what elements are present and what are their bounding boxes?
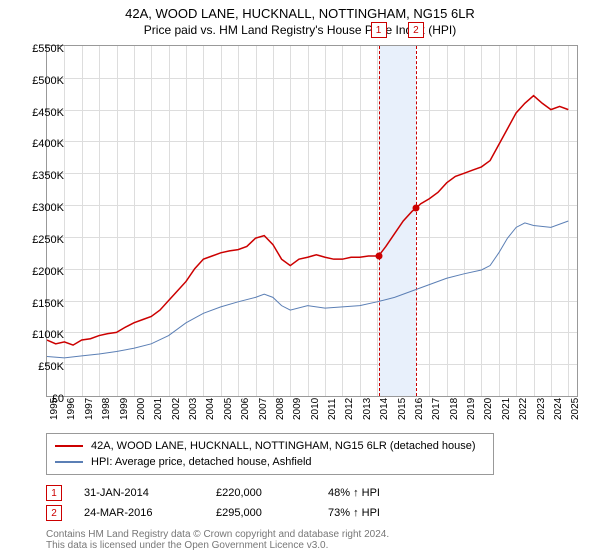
- x-axis-label: 2007: [258, 398, 269, 420]
- legend-swatch: [55, 461, 83, 463]
- x-axis-label: 2020: [483, 398, 494, 420]
- x-axis-label: 2008: [275, 398, 286, 420]
- marker-flag-2: 2: [408, 22, 424, 38]
- table-marker: 1: [46, 485, 62, 501]
- x-axis-label: 2002: [171, 398, 182, 420]
- x-axis-label: 2016: [414, 398, 425, 420]
- table-row: 1 31-JAN-2014 £220,000 48% ↑ HPI: [46, 483, 600, 503]
- x-axis-label: 2011: [327, 398, 338, 420]
- x-axis-label: 1998: [101, 398, 112, 420]
- legend-label: HPI: Average price, detached house, Ashf…: [91, 456, 312, 468]
- legend-item: HPI: Average price, detached house, Ashf…: [55, 454, 485, 470]
- legend-label: 42A, WOOD LANE, HUCKNALL, NOTTINGHAM, NG…: [91, 440, 476, 452]
- x-axis-label: 1996: [66, 398, 77, 420]
- marker-table: 1 31-JAN-2014 £220,000 48% ↑ HPI 2 24-MAR-201…: [46, 483, 600, 523]
- x-axis-label: 2010: [310, 398, 321, 420]
- chart-title-address: 42A, WOOD LANE, HUCKNALL, NOTTINGHAM, NG…: [0, 6, 600, 21]
- x-axis-label: 2003: [188, 398, 199, 420]
- x-axis-label: 2023: [536, 398, 547, 420]
- legend: 42A, WOOD LANE, HUCKNALL, NOTTINGHAM, NG…: [46, 433, 494, 475]
- table-date: 24-MAR-2016: [84, 507, 194, 519]
- price-chart: 12: [46, 45, 578, 397]
- x-axis-label: 1999: [119, 398, 130, 420]
- footer: Contains HM Land Registry data © Crown c…: [46, 529, 600, 551]
- x-axis-label: 2005: [223, 398, 234, 420]
- legend-swatch: [55, 445, 83, 447]
- x-axis-label: 2024: [553, 398, 564, 420]
- x-axis-label: 2025: [570, 398, 581, 420]
- x-axis-label: 2009: [292, 398, 303, 420]
- table-price: £295,000: [216, 507, 306, 519]
- x-axis-label: 2022: [518, 398, 529, 420]
- x-axis-label: 2014: [379, 398, 390, 420]
- table-delta: 73% ↑ HPI: [328, 507, 380, 519]
- x-axis-label: 2001: [153, 398, 164, 420]
- footer-copyright: Contains HM Land Registry data © Crown c…: [46, 529, 600, 540]
- table-date: 31-JAN-2014: [84, 487, 194, 499]
- x-axis-label: 2017: [431, 398, 442, 420]
- marker-dot-1: [375, 253, 382, 260]
- footer-licence: This data is licensed under the Open Gov…: [46, 540, 600, 551]
- x-axis-label: 2013: [362, 398, 373, 420]
- table-delta: 48% ↑ HPI: [328, 487, 380, 499]
- x-axis-label: 1995: [49, 398, 60, 420]
- legend-item: 42A, WOOD LANE, HUCKNALL, NOTTINGHAM, NG…: [55, 438, 485, 454]
- table-marker: 2: [46, 505, 62, 521]
- marker-flag-1: 1: [371, 22, 387, 38]
- x-axis-label: 2021: [501, 398, 512, 420]
- table-price: £220,000: [216, 487, 306, 499]
- x-axis-label: 1997: [84, 398, 95, 420]
- table-row: 2 24-MAR-2016 £295,000 73% ↑ HPI: [46, 503, 600, 523]
- marker-dot-2: [412, 205, 419, 212]
- x-axis-label: 2004: [205, 398, 216, 420]
- chart-title-desc: Price paid vs. HM Land Registry's House …: [0, 23, 600, 37]
- x-axis-label: 2006: [240, 398, 251, 420]
- x-axis-label: 2015: [397, 398, 408, 420]
- x-axis-label: 2012: [344, 398, 355, 420]
- x-axis-label: 2019: [466, 398, 477, 420]
- x-axis-label: 2000: [136, 398, 147, 420]
- x-axis-label: 2018: [449, 398, 460, 420]
